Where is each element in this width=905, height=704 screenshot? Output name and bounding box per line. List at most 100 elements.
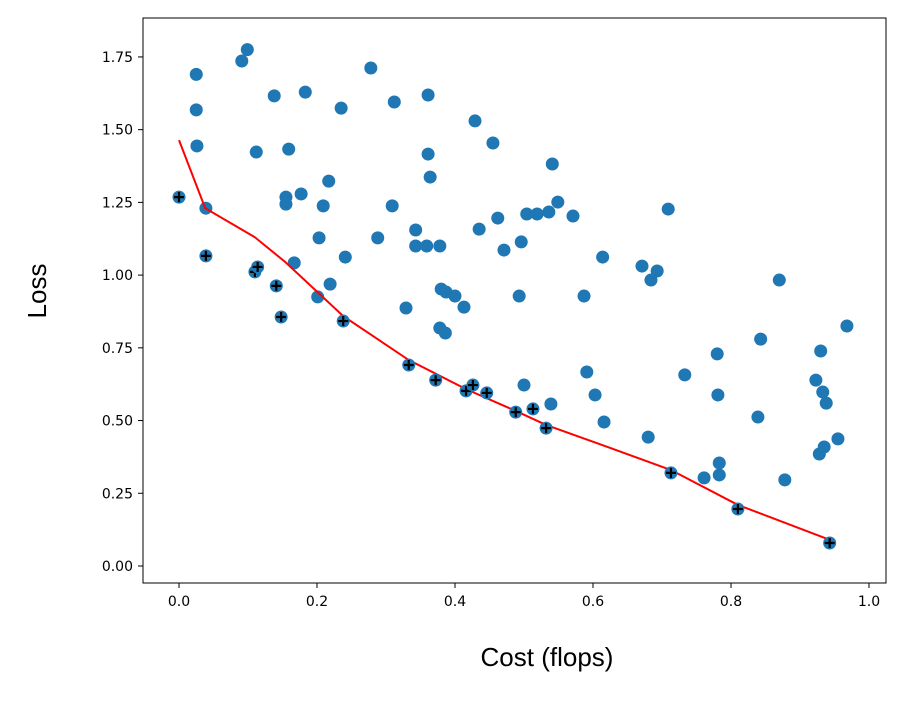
x-tick-label: 0.6	[582, 594, 604, 610]
scatter-point	[433, 239, 447, 253]
scatter-point	[338, 250, 352, 264]
pareto-point	[269, 279, 283, 293]
scatter-point	[312, 231, 326, 245]
scatter-point	[566, 209, 580, 223]
scatter-point	[641, 430, 655, 444]
scatter-point	[472, 222, 486, 236]
scatter-point	[711, 388, 725, 402]
scatter-point	[840, 319, 854, 333]
pareto-point	[336, 314, 350, 328]
scatter-point	[588, 388, 602, 402]
y-tick-label: 0.50	[102, 414, 133, 430]
pareto-point	[509, 405, 523, 419]
scatter-point	[544, 397, 558, 411]
y-tick-label: 1.50	[102, 123, 133, 139]
scatter-point	[597, 415, 611, 429]
scatter-point	[294, 187, 308, 201]
scatter-point	[311, 290, 325, 304]
scatter-point	[468, 114, 482, 128]
pareto-point	[274, 310, 288, 324]
scatter-point	[298, 85, 312, 99]
pareto-point	[251, 260, 265, 274]
scatter-point	[279, 197, 293, 211]
scatter-point	[491, 211, 505, 225]
scatter-point	[423, 170, 437, 184]
frontier-line	[178, 139, 831, 541]
scatter-point	[809, 373, 823, 387]
y-tick-label: 1.25	[102, 195, 133, 211]
scatter-point	[520, 207, 534, 221]
scatter-point	[635, 259, 649, 273]
scatter-point	[189, 103, 203, 117]
scatter-point	[530, 207, 544, 221]
scatter-point	[334, 101, 348, 115]
y-tick-label: 0.75	[102, 341, 133, 357]
scatter-point	[385, 199, 399, 213]
x-tick-label: 0.0	[168, 594, 190, 610]
scatter-point	[678, 368, 692, 382]
scatter-point	[421, 88, 435, 102]
scatter-point	[240, 43, 254, 57]
scatter-point	[517, 378, 531, 392]
y-tick-label: 1.00	[102, 268, 133, 284]
scatter-point	[816, 385, 830, 399]
scatter-point	[421, 147, 435, 161]
scatter-point	[814, 344, 828, 358]
scatter-point	[712, 468, 726, 482]
pareto-point	[429, 373, 443, 387]
scatter-point	[420, 239, 434, 253]
scatter-point	[322, 174, 336, 188]
scatter-point	[710, 347, 724, 361]
scatter-point	[661, 202, 675, 216]
scatter-point	[831, 432, 845, 446]
scatter-point	[596, 250, 610, 264]
scatter-point	[551, 195, 565, 209]
scatter-point	[580, 365, 594, 379]
scatter-point	[712, 456, 726, 470]
scatter-point	[448, 289, 462, 303]
scatter-point	[542, 205, 556, 219]
scatter-point	[512, 289, 526, 303]
scatter-point	[371, 231, 385, 245]
scatter-point	[438, 326, 452, 340]
pareto-point	[402, 358, 416, 372]
scatter-point	[387, 95, 401, 109]
scatter-point	[457, 300, 471, 314]
scatter-point	[772, 273, 786, 287]
pareto-point	[731, 502, 745, 516]
pareto-point	[664, 466, 678, 480]
pareto-point	[172, 190, 186, 204]
scatter-point	[409, 223, 423, 237]
scatter-point	[282, 142, 296, 156]
scatter-point	[819, 396, 833, 410]
pareto-point	[466, 378, 480, 392]
y-tick-label: 1.75	[102, 50, 133, 66]
scatter-point	[545, 157, 559, 171]
scatter-point	[399, 301, 413, 315]
pareto-point	[480, 386, 494, 400]
x-axis-label: Cost (flops)	[481, 642, 614, 672]
y-axis-label: Loss	[22, 264, 52, 319]
scatter-point	[778, 473, 792, 487]
pareto-point	[539, 421, 553, 435]
x-tick-label: 1.0	[858, 594, 880, 610]
scatter-point	[364, 61, 378, 75]
scatter-point	[189, 67, 203, 81]
scatter-point	[697, 471, 711, 485]
scatter-point	[754, 332, 768, 346]
scatter-point	[650, 264, 664, 278]
scatter-point	[514, 235, 528, 249]
scatter-point	[497, 243, 511, 257]
scatter-point	[267, 89, 281, 103]
y-tick-label: 0.25	[102, 486, 133, 502]
x-tick-label: 0.2	[306, 594, 328, 610]
scatter-point	[190, 139, 204, 153]
y-tick-label: 0.00	[102, 559, 133, 575]
scatter-point	[316, 199, 330, 213]
scatter-point	[751, 410, 765, 424]
scatter-point	[577, 289, 591, 303]
scatter-point	[486, 136, 500, 150]
pareto-point	[199, 249, 213, 263]
pareto-point	[526, 402, 540, 416]
